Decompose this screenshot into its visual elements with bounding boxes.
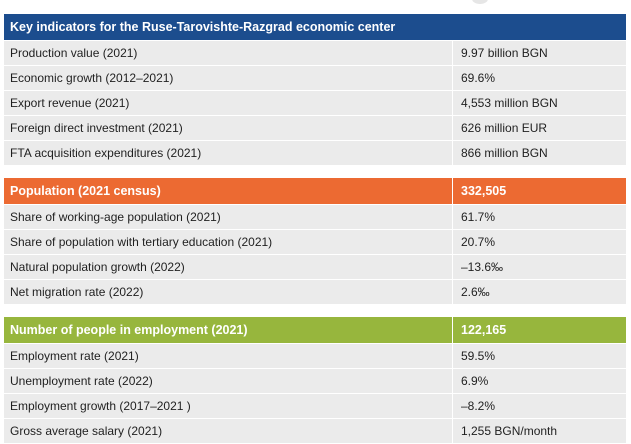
row-value: 69.6% xyxy=(461,71,496,85)
row-value: –8.2% xyxy=(461,399,496,413)
table-row: Employment growth (2017–2021 ) –8.2% xyxy=(4,394,626,419)
column-divider xyxy=(452,66,453,90)
column-divider xyxy=(452,41,453,65)
table-row: Natural population growth (2022) –13.6‰ xyxy=(4,255,626,280)
row-value: 2.6‰ xyxy=(461,285,490,299)
column-divider xyxy=(452,255,453,279)
table-row: Employment rate (2021) 59.5% xyxy=(4,344,626,369)
table-row: Share of working-age population (2021) 6… xyxy=(4,205,626,230)
row-label: Export revenue (2021) xyxy=(10,96,130,110)
column-divider xyxy=(452,91,453,115)
row-value: 61.7% xyxy=(461,210,496,224)
row-label: Production value (2021) xyxy=(10,46,138,60)
section-header-economy: Key indicators for the Ruse-Tarovishte-R… xyxy=(4,14,626,41)
row-value: –13.6‰ xyxy=(461,260,504,274)
row-value: 866 million BGN xyxy=(461,146,548,160)
section-header-population: Population (2021 census) 332,505 xyxy=(4,178,626,205)
column-divider xyxy=(452,317,453,343)
decorative-circle xyxy=(472,0,488,4)
column-divider xyxy=(452,141,453,165)
column-divider xyxy=(452,419,453,443)
section-header-employment: Number of people in employment (2021) 12… xyxy=(4,317,626,344)
row-value: 626 million EUR xyxy=(461,121,548,135)
column-divider xyxy=(452,116,453,140)
table-row: FTA acquisition expenditures (2021) 866 … xyxy=(4,141,626,166)
table-row: Share of population with tertiary educat… xyxy=(4,230,626,255)
table-row: Gross average salary (2021) 1,255 BGN/mo… xyxy=(4,419,626,444)
table-row: Net migration rate (2022) 2.6‰ xyxy=(4,280,626,305)
column-divider xyxy=(452,344,453,368)
row-label: Share of working-age population (2021) xyxy=(10,210,221,224)
section-value: 332,505 xyxy=(461,184,507,198)
column-divider xyxy=(452,205,453,229)
row-value: 4,553 million BGN xyxy=(461,96,558,110)
row-label: Unemployment rate (2022) xyxy=(10,374,153,388)
row-label: Foreign direct investment (2021) xyxy=(10,121,183,135)
section-label: Number of people in employment (2021) xyxy=(10,323,248,337)
row-label: Employment growth (2017–2021 ) xyxy=(10,399,191,413)
table-row: Unemployment rate (2022) 6.9% xyxy=(4,369,626,394)
table-title: Key indicators for the Ruse-Tarovishte-R… xyxy=(10,20,396,34)
column-divider xyxy=(452,369,453,393)
table-row: Foreign direct investment (2021) 626 mil… xyxy=(4,116,626,141)
indicators-table: Key indicators for the Ruse-Tarovishte-R… xyxy=(4,14,626,444)
row-label: Employment rate (2021) xyxy=(10,349,139,363)
row-label: Net migration rate (2022) xyxy=(10,285,144,299)
row-value: 6.9% xyxy=(461,374,489,388)
row-label: Natural population growth (2022) xyxy=(10,260,185,274)
section-gap xyxy=(4,166,626,178)
column-divider xyxy=(452,178,453,204)
row-label: Share of population with tertiary educat… xyxy=(10,235,273,249)
section-label: Population (2021 census) xyxy=(10,184,161,198)
column-divider xyxy=(452,394,453,418)
table-row: Production value (2021) 9.97 billion BGN xyxy=(4,41,626,66)
row-label: Economic growth (2012–2021) xyxy=(10,71,174,85)
table-row: Economic growth (2012–2021) 69.6% xyxy=(4,66,626,91)
row-value: 59.5% xyxy=(461,349,496,363)
row-label: Gross average salary (2021) xyxy=(10,424,163,438)
row-value: 20.7% xyxy=(461,235,496,249)
row-label: FTA acquisition expenditures (2021) xyxy=(10,146,202,160)
table-row: Export revenue (2021) 4,553 million BGN xyxy=(4,91,626,116)
column-divider xyxy=(452,280,453,304)
column-divider xyxy=(452,230,453,254)
row-value: 9.97 billion BGN xyxy=(461,46,548,60)
row-value: 1,255 BGN/month xyxy=(461,424,558,438)
section-value: 122,165 xyxy=(461,323,507,337)
section-gap xyxy=(4,305,626,317)
